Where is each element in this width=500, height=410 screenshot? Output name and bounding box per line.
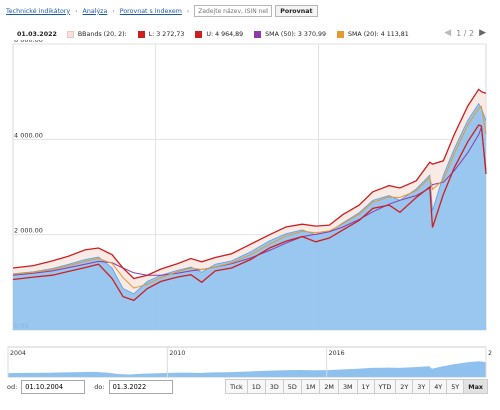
link-compare-index[interactable]: Porovnat s indexem [119,7,182,15]
legend-date: 01.03.2022 [17,30,57,38]
legend-label: U: 4 964,89 [206,30,244,38]
range-button-1y[interactable]: 1Y [356,379,375,394]
y-tick-label: 2 000.00 [14,227,43,235]
range-button-5d[interactable]: 5D [282,379,302,394]
separator-icon: › [75,7,78,15]
compare-search-input[interactable] [194,5,273,17]
bb-lower-line [12,124,487,302]
price-area [13,103,486,330]
navigator-label: 2010 [169,350,185,357]
legend-label: SMA (50): 3 370,99 [265,30,326,38]
range-button-3m[interactable]: 3M [337,379,358,394]
separator-icon: › [186,7,190,15]
legend-item-sma50[interactable]: SMA (50): 3 370,99 [254,30,326,38]
y-tick-label: 4 000.00 [14,131,43,139]
navigator-chart[interactable]: 2004 2010 2016 2 [0,345,500,379]
range-button-ytd[interactable]: YTD [373,379,397,394]
to-label: do: [94,383,105,391]
price-line [12,102,487,295]
chart-legend: 01.03.2022 BBands (20, 2): L: 3 272,73 U… [0,26,500,42]
legend-pager: ◀ 1 / 2 ▶ [439,28,491,38]
legend-swatch [195,30,203,38]
range-button-2m[interactable]: 2M [319,379,339,394]
link-analysis[interactable]: Analýza [82,7,108,15]
legend-swatch [137,30,145,38]
sma20-line [12,105,487,289]
range-button-max[interactable]: Max [463,379,488,394]
top-navigation: Technické indikátory › Analýza › Porovna… [0,0,500,22]
bb-upper-line [12,88,487,280]
link-technical-indicators[interactable]: Technické indikátory [6,7,71,15]
range-button-3d[interactable]: 3D [264,379,284,394]
chevron-right-icon[interactable]: ▶ [479,28,486,38]
legend-item-bbands[interactable]: BBands (20, 2): [66,30,127,38]
range-button-2y[interactable]: 2Y [395,379,414,394]
legend-swatch [66,30,74,38]
range-selector: Tick 1D 3D 5D 1M 2M 3M 1Y YTD 2Y 3Y 4Y 5Y Max [225,379,488,394]
legend-label: SMA (20): 4 113,81 [347,30,409,38]
legend-item-sma20[interactable]: SMA (20): 4 113,81 [336,30,409,38]
pager-text: 1 / 2 [456,28,475,38]
navigator-label: 2016 [329,350,345,357]
range-button-tick[interactable]: Tick [225,379,248,394]
y-tick-label: 6 000.00 [14,40,43,44]
legend-swatch [336,30,344,38]
navigator-label: 2004 [10,350,26,357]
range-button-4y[interactable]: 4Y [429,379,448,394]
from-label: od: [7,383,18,391]
legend-item-upper-band[interactable]: U: 4 964,89 [195,30,244,38]
navigator-label: 2 [488,350,492,357]
navigator-area [8,361,486,377]
legend-item-lower-band[interactable]: L: 3 272,73 [137,30,185,38]
to-date-input[interactable] [108,380,173,394]
range-button-1m[interactable]: 1M [300,379,321,394]
chevron-left-icon[interactable]: ◀ [444,28,452,38]
compare-button[interactable]: Porovnat [275,5,318,17]
separator-icon: › [112,7,115,15]
price-chart[interactable]: 6 000.004 000.002 000.000.00 [0,40,500,340]
range-button-3y[interactable]: 3Y [412,379,431,394]
range-button-1d[interactable]: 1D [246,379,266,394]
legend-label: L: 3 272,73 [148,30,185,38]
date-range-inputs: od: do: [0,379,500,395]
legend-label: BBands (20, 2): [77,30,127,38]
from-date-input[interactable] [21,380,86,394]
legend-swatch [254,30,262,38]
range-button-5y[interactable]: 5Y [446,379,465,394]
